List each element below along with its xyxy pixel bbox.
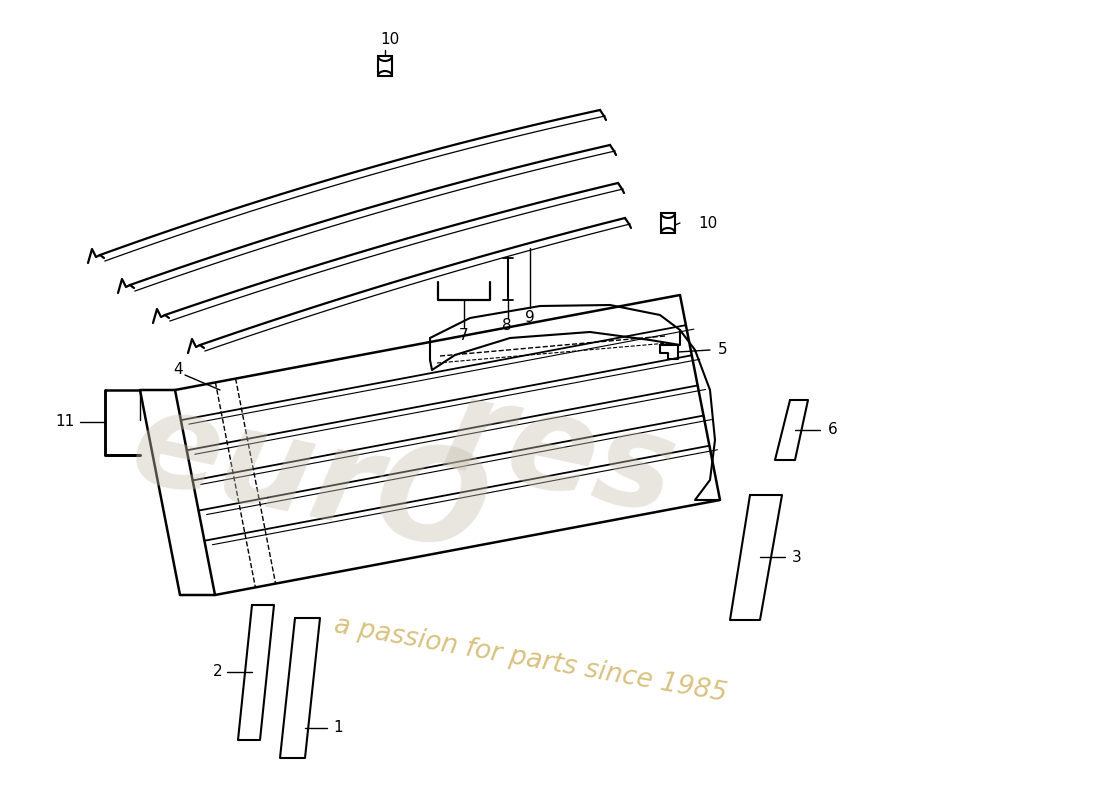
Text: 9: 9 <box>525 310 535 326</box>
Bar <box>378 56 392 76</box>
Text: res: res <box>432 369 688 542</box>
Text: eurO: eurO <box>120 380 499 580</box>
Text: 6: 6 <box>828 422 838 438</box>
Text: 7: 7 <box>459 329 469 343</box>
Text: 11: 11 <box>56 414 75 430</box>
Text: a passion for parts since 1985: a passion for parts since 1985 <box>331 613 728 707</box>
Text: 2: 2 <box>212 665 222 679</box>
Text: 8: 8 <box>503 318 512 334</box>
Text: 5: 5 <box>718 342 727 358</box>
Bar <box>661 213 675 233</box>
Text: 4: 4 <box>173 362 183 378</box>
Text: 3: 3 <box>792 550 802 565</box>
Text: 1: 1 <box>333 721 342 735</box>
Text: 10: 10 <box>381 33 399 47</box>
Text: 10: 10 <box>698 215 717 230</box>
